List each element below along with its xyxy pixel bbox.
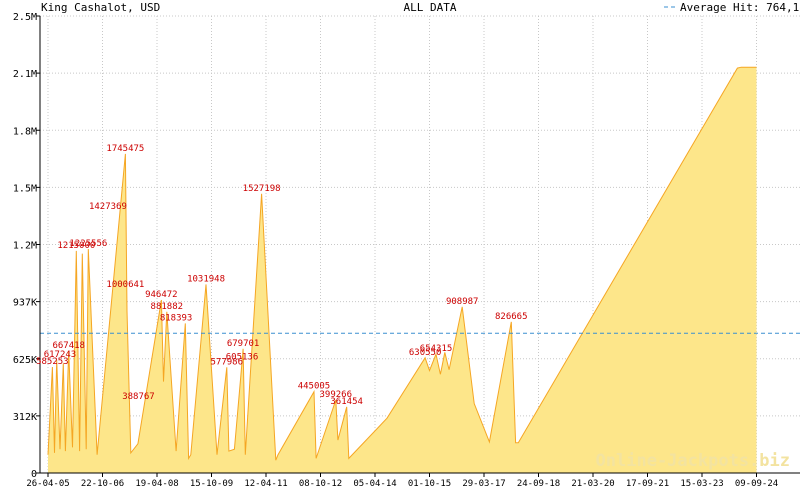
peak-label: 361454 (330, 397, 363, 407)
x-tick-label: 05-04-14 (353, 479, 396, 489)
peak-label: 1031948 (187, 274, 225, 284)
peak-label: 818393 (160, 313, 193, 323)
peak-label: 881882 (151, 302, 184, 312)
y-tick-label: 2.5M (13, 12, 37, 23)
peak-label: 1427369 (89, 202, 127, 212)
y-tick-label: 0 (31, 469, 37, 480)
peak-label: 1215000 (57, 241, 95, 251)
x-tick-label: 08-10-12 (299, 479, 342, 489)
x-tick-label: 22-10-06 (81, 479, 124, 489)
y-tick-label: 1.5M (13, 183, 37, 194)
peak-label: 605136 (226, 352, 259, 362)
peak-label: 826665 (495, 312, 528, 322)
x-tick-label: 29-03-17 (462, 479, 505, 489)
peak-label: 1000641 (106, 280, 144, 290)
peak-label: 630550 (409, 348, 442, 358)
peak-label: 577986 (211, 357, 244, 367)
y-tick-label: 937K (13, 298, 37, 309)
peak-label: 388767 (122, 392, 155, 402)
x-tick-label: 17-09-21 (626, 479, 669, 489)
chart-title: King Cashalot, USD (41, 1, 160, 14)
peak-label: 399266 (320, 390, 353, 400)
legend-average-label: Average Hit: 764,180 (680, 1, 800, 14)
peak-label: 667418 (52, 341, 85, 351)
series-line (47, 66, 757, 461)
x-tick-label: 24-09-18 (517, 479, 560, 489)
peak-label: 617243 (44, 350, 77, 360)
x-tick-label: 09-09-24 (735, 479, 778, 489)
peak-label: 1225556 (69, 239, 107, 249)
peak-label: 445005 (298, 382, 331, 392)
y-tick-label: 312K (13, 412, 37, 423)
peak-label: 679701 (227, 339, 260, 349)
x-tick-label: 12-04-11 (244, 479, 287, 489)
x-tick-label: 15-10-09 (190, 479, 233, 489)
peak-label: 585253 (36, 357, 69, 367)
y-axis-ticks: 0 312K 625K 937K 1.2M 1.5M 1.8M 2.1M 2.5M (13, 12, 40, 480)
y-tick-label: 1.2M (13, 241, 37, 252)
series-area-fill (48, 67, 757, 473)
x-axis-ticks: 26-04-05 22-10-06 19-04-08 15-10-09 12-04-11… (26, 473, 778, 489)
y-tick-label: 2.1M (13, 69, 37, 80)
x-tick-label: 21-03-20 (571, 479, 614, 489)
x-tick-label: 19-04-08 (135, 479, 178, 489)
watermark: Online-Jackpots.biz (596, 451, 790, 471)
peak-label: 1745475 (106, 144, 144, 154)
chart-subtitle: ALL DATA (404, 1, 457, 14)
x-tick-label: 15-03-23 (680, 479, 723, 489)
x-tick-label: 01-10-15 (408, 479, 451, 489)
peak-label: 946472 (145, 290, 178, 300)
peak-label: 908987 (446, 297, 479, 307)
y-tick-label: 625K (13, 355, 37, 366)
peak-label: 654315 (420, 344, 453, 354)
series-area (47, 66, 757, 473)
y-tick-label: 1.8M (13, 126, 37, 137)
peak-label: 1527198 (243, 184, 281, 194)
x-tick-label: 26-04-05 (26, 479, 69, 489)
